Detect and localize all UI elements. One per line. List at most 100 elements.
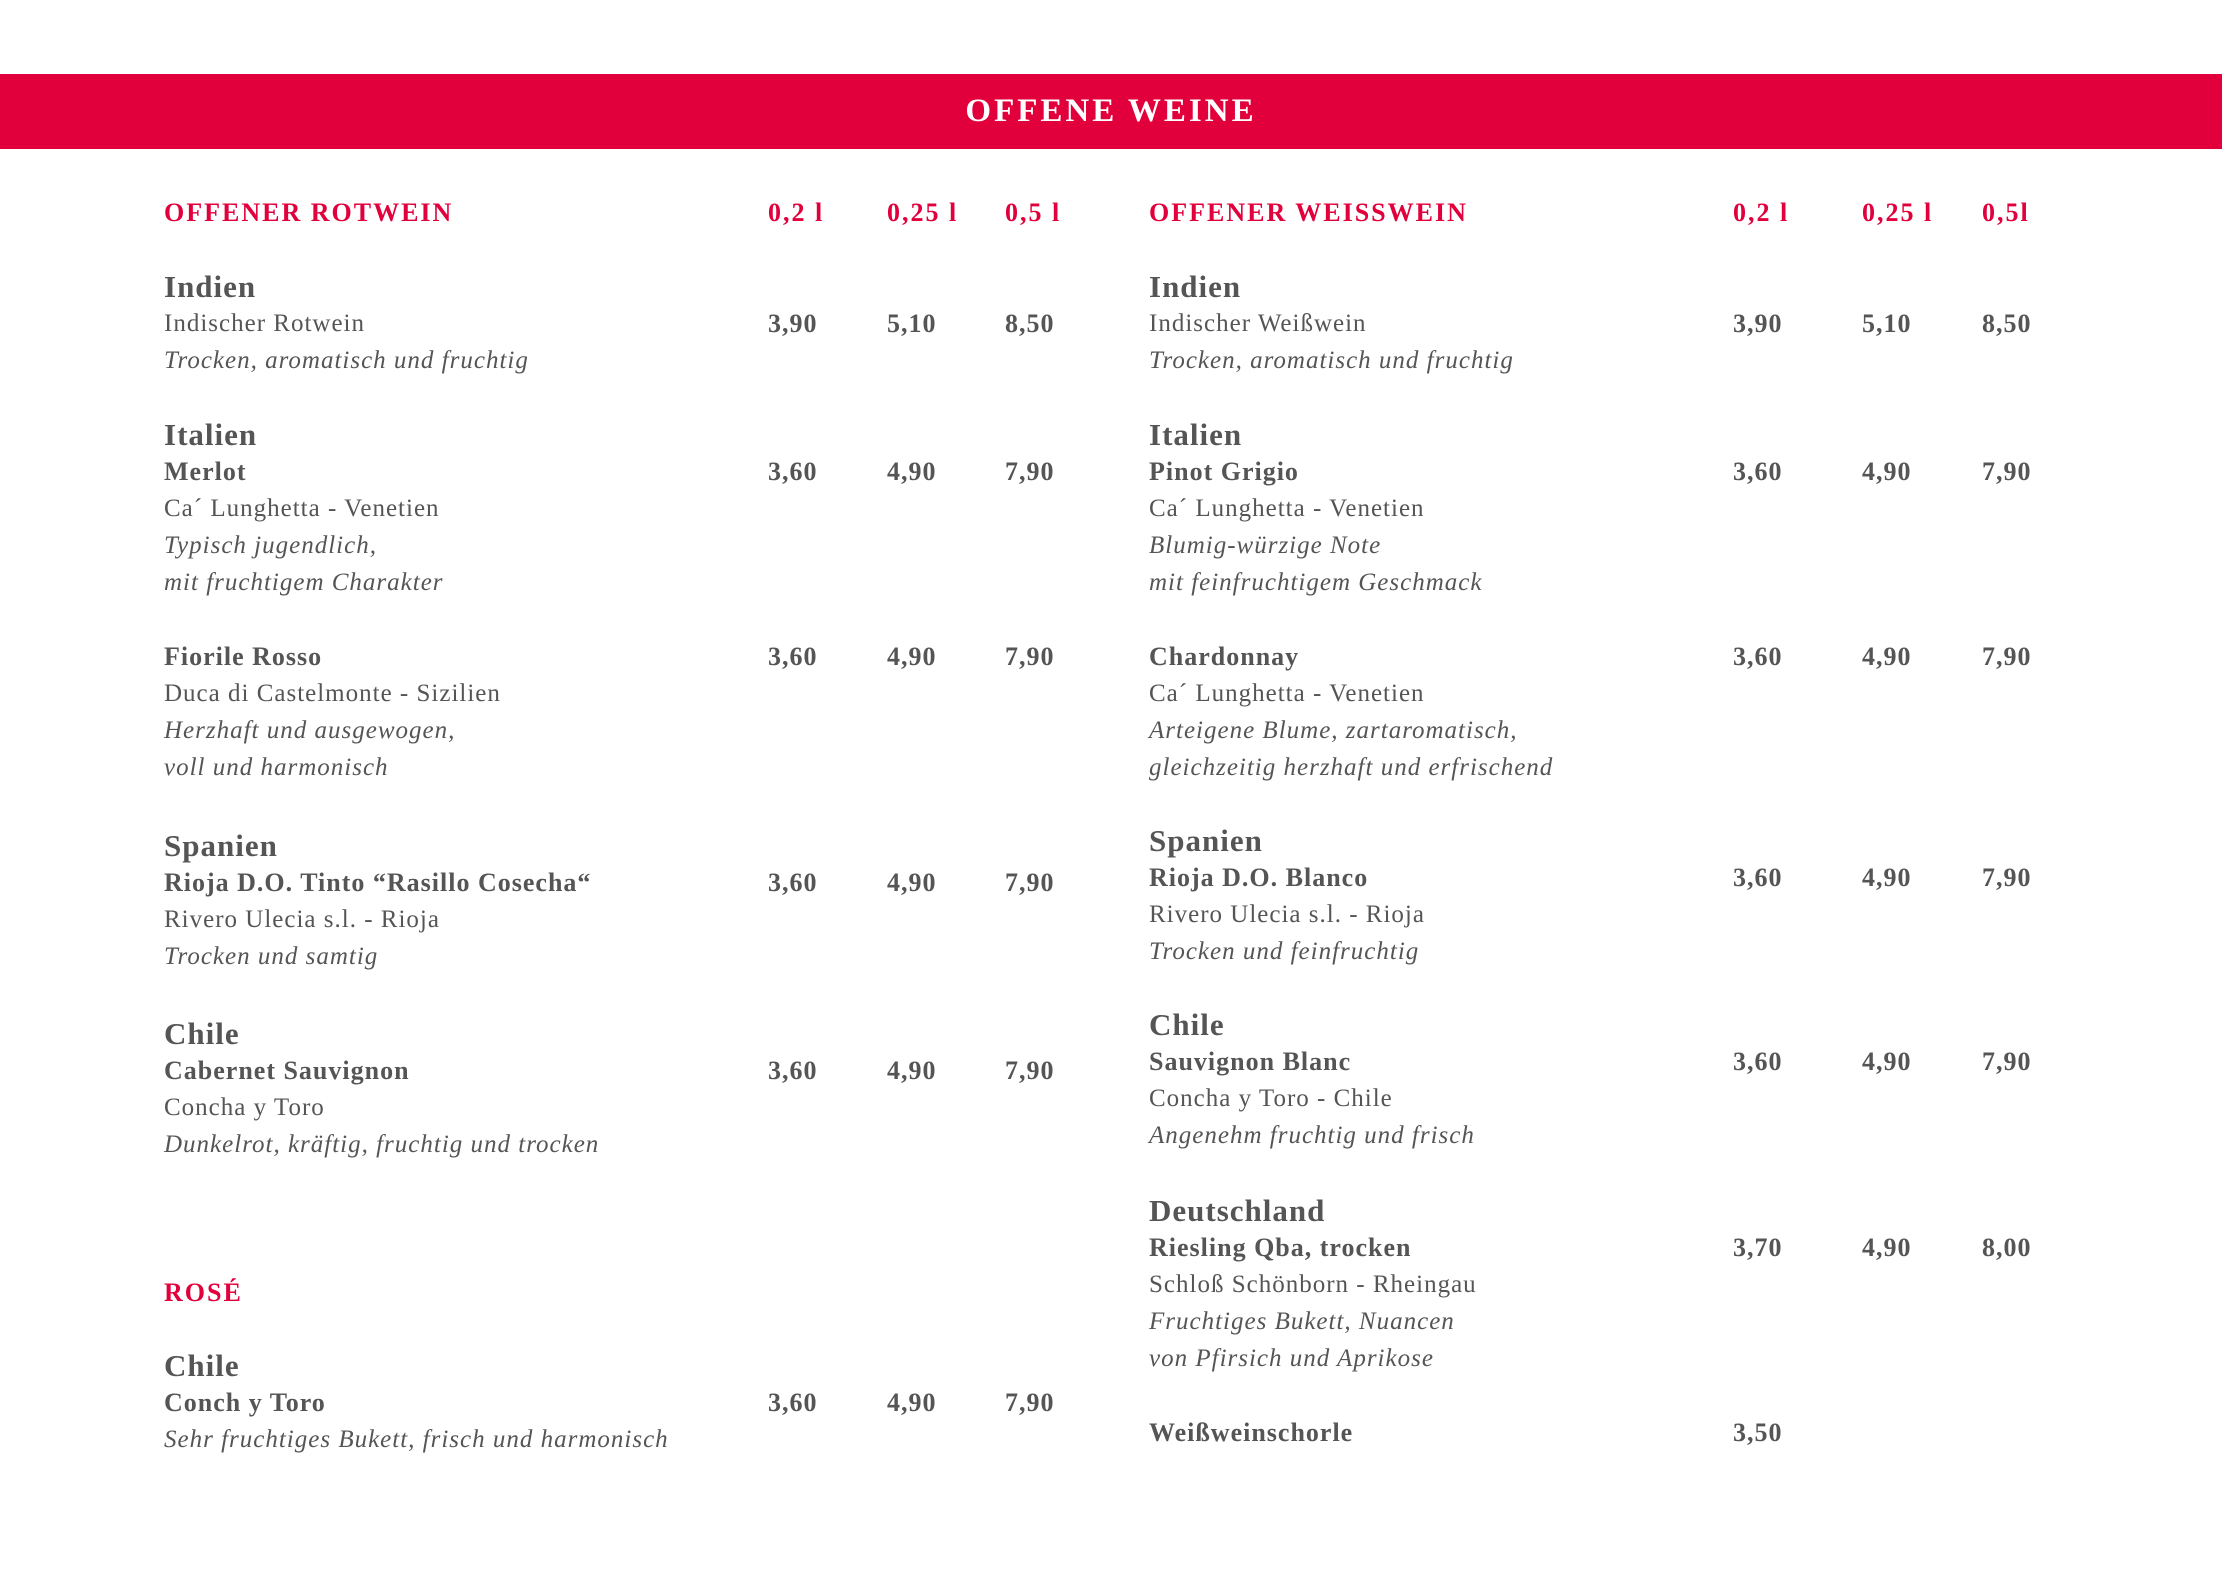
wine-entry: Chile Conch y Toro 3,60 4,90 7,90 Sehr frucht… (164, 1347, 1164, 1458)
line-text: Concha y Toro (164, 1094, 325, 1121)
size-header: 0,25 l (1862, 198, 1934, 227)
country-heading: Chile (1149, 1006, 2149, 1043)
wine-entry: Deutschland Riesling Qba, trocken 3,70 4,90… (1149, 1192, 2149, 1377)
price: 3,60 (768, 642, 818, 671)
line-text: Ca´ Lunghetta - Venetien (1149, 680, 1425, 707)
wine-producer: Concha y Toro - Chile (1149, 1080, 2149, 1117)
line-text: Spanien (1149, 823, 1263, 858)
wine-entry: Fiorile Rosso 3,60 4,90 7,90 Duca di Castelm… (164, 638, 1164, 786)
wine-description: Arteigene Blume, zartaromatisch, (1149, 712, 2149, 749)
size-header: 0,25 l (887, 198, 959, 227)
wine-entry: Chile Cabernet Sauvignon 3,60 4,90 7,90 Conch… (164, 1015, 1164, 1163)
wine-description: von Pfirsich und Aprikose (1149, 1340, 2149, 1377)
line-text: Rioja D.O. Tinto “Rasillo Cosecha“ (164, 868, 592, 897)
wine-name: Cabernet Sauvignon 3,60 4,90 7,90 (164, 1052, 1164, 1089)
price: 3,60 (1733, 642, 1783, 671)
price: 7,90 (1982, 642, 2032, 671)
price: 4,90 (1862, 1047, 1912, 1076)
wine-name: Merlot 3,60 4,90 7,90 (164, 453, 1164, 490)
line-text: Trocken, aromatisch und fruchtig (1149, 347, 1514, 374)
wine-description: Herzhaft und ausgewogen, (164, 712, 1164, 749)
wine-description: Dunkelrot, kräftig, fruchtig und trocken (164, 1126, 1164, 1163)
price: 4,90 (887, 868, 937, 897)
wine-description: Trocken, aromatisch und fruchtig (164, 342, 1164, 379)
line-text: Fiorile Rosso (164, 642, 323, 671)
wine-description: Trocken und feinfruchtig (1149, 933, 2149, 970)
line-text: ROSÉ (164, 1278, 243, 1307)
line-text: Trocken, aromatisch und fruchtig (164, 347, 529, 374)
line-text: Indien (1149, 269, 1242, 304)
line-text: Indischer Weißwein (1149, 310, 1367, 337)
white-wine-heading: OFFENER WEISSWEIN (1149, 198, 1468, 227)
line-text: Ca´ Lunghetta - Venetien (164, 495, 440, 522)
line-text: Fruchtiges Bukett, Nuancen (1149, 1308, 1455, 1335)
wine-producer: Rivero Ulecia s.l. - Rioja (164, 901, 1164, 938)
line-text: Blumig-würzige Note (1149, 532, 1382, 559)
line-text: Italien (164, 417, 258, 452)
page-title: OFFENE WEINE (965, 93, 1257, 129)
price: 4,90 (887, 642, 937, 671)
price: 3,60 (768, 1388, 818, 1417)
price: 3,60 (768, 868, 818, 897)
line-text: Trocken und feinfruchtig (1149, 938, 1420, 965)
price: 3,60 (1733, 457, 1783, 486)
wine-description: Typisch jugendlich, (164, 527, 1164, 564)
wine-entry: Chardonnay 3,60 4,90 7,90 Ca´ Lunghetta - Ve… (1149, 638, 2149, 786)
line-text: Schloß Schönborn - Rheingau (1149, 1271, 1477, 1298)
line-text: Chile (164, 1016, 240, 1051)
size-header: 0,5 l (1005, 198, 1062, 227)
price: 7,90 (1005, 1056, 1055, 1085)
price: 3,60 (1733, 863, 1783, 892)
line-text: Ca´ Lunghetta - Venetien (1149, 495, 1425, 522)
line-text: Rioja D.O. Blanco (1149, 863, 1369, 892)
line-text: Italien (1149, 417, 1243, 452)
line-text: Spanien (164, 828, 278, 863)
line-text: Chile (164, 1348, 240, 1383)
line-text: Cabernet Sauvignon (164, 1056, 410, 1085)
country-heading: Chile (164, 1347, 1164, 1384)
price: 3,60 (768, 1056, 818, 1085)
wine-entry: Spanien Rioja D.O. Tinto “Rasillo Cosecha… (164, 827, 1164, 975)
wine-description: Angenehm fruchtig und frisch (1149, 1117, 2149, 1154)
line-text: Rivero Ulecia s.l. - Rioja (1149, 901, 1425, 928)
wine-description: Fruchtiges Bukett, Nuancen (1149, 1303, 2149, 1340)
wine-name: Rioja D.O. Tinto “Rasillo Cosecha“ 3,60 4,… (164, 864, 1164, 901)
line-text: Angenehm fruchtig und frisch (1149, 1122, 1475, 1149)
line-text: Sehr fruchtiges Bukett, frisch und harmo… (164, 1426, 669, 1453)
price: 7,90 (1982, 457, 2032, 486)
price: 4,90 (1862, 457, 1912, 486)
red-wine-heading: OFFENER ROTWEIN (164, 198, 454, 227)
line-text: Weißweinschorle (1149, 1418, 1354, 1447)
price: 8,00 (1982, 1233, 2032, 1262)
wine-description: mit feinfruchtigem Geschmack (1149, 564, 2149, 601)
price: 5,10 (1862, 309, 1912, 338)
price: 4,90 (1862, 642, 1912, 671)
wine-name: Pinot Grigio 3,60 4,90 7,90 (1149, 453, 2149, 490)
price: 4,90 (887, 457, 937, 486)
line-text: voll und harmonisch (164, 754, 389, 781)
line-text: Pinot Grigio (1149, 457, 1299, 486)
line-text: mit fruchtigem Charakter (164, 569, 444, 596)
wine-entry: Indien Indischer Rotwein 3,90 5,10 8,50 Trock… (164, 268, 1164, 379)
wine-producer: Ca´ Lunghetta - Venetien (164, 490, 1164, 527)
line-text: von Pfirsich und Aprikose (1149, 1345, 1434, 1372)
wine-producer: Indischer Rotwein 3,90 5,10 8,50 (164, 305, 1164, 342)
price: 3,50 (1733, 1418, 1783, 1447)
price: 5,10 (887, 309, 937, 338)
price: 3,70 (1733, 1233, 1783, 1262)
wine-name: Weißweinschorle 3,50 (1149, 1414, 2149, 1451)
wine-description: voll und harmonisch (164, 749, 1164, 786)
price: 7,90 (1005, 642, 1055, 671)
wine-entry: Italien Merlot 3,60 4,90 7,90 Ca´ Lunghetta -… (164, 416, 1164, 601)
wine-entry: ROSÉ (164, 1274, 1164, 1311)
price: 7,90 (1005, 1388, 1055, 1417)
line-text: mit feinfruchtigem Geschmack (1149, 569, 1483, 596)
title-banner: OFFENE WEINE (0, 74, 2222, 149)
line-text: Typisch jugendlich, (164, 532, 377, 559)
line-text: Herzhaft und ausgewogen, (164, 717, 456, 744)
price: 3,60 (768, 457, 818, 486)
line-text: Deutschland (1149, 1193, 1326, 1228)
line-text: gleichzeitig herzhaft und erfrischend (1149, 754, 1554, 781)
wine-description: mit fruchtigem Charakter (164, 564, 1164, 601)
line-text: Concha y Toro - Chile (1149, 1085, 1393, 1112)
